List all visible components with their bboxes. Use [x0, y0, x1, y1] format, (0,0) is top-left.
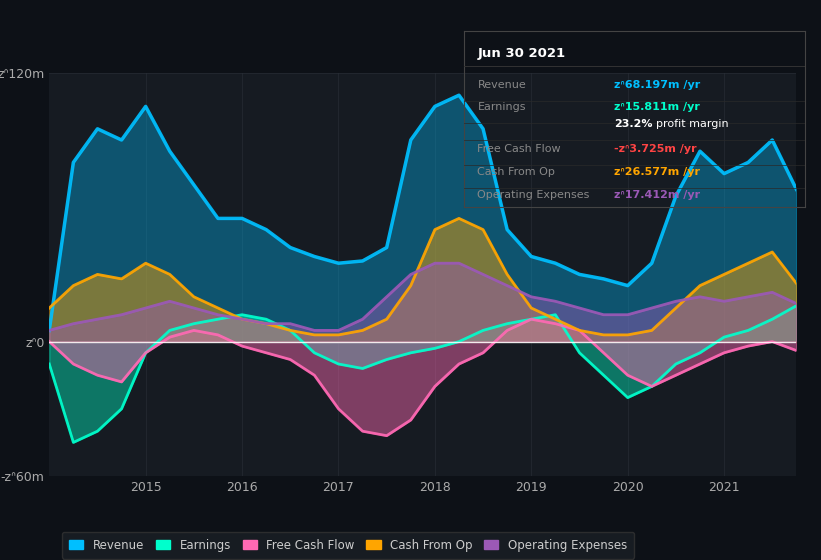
Text: zᐢ68.197m /yr: zᐢ68.197m /yr: [614, 81, 700, 91]
Text: zᐢ17.412m /yr: zᐢ17.412m /yr: [614, 190, 700, 200]
Text: profit margin: profit margin: [656, 119, 729, 129]
Legend: Revenue, Earnings, Free Cash Flow, Cash From Op, Operating Expenses: Revenue, Earnings, Free Cash Flow, Cash …: [62, 531, 635, 559]
Text: -zᐢ3.725m /yr: -zᐢ3.725m /yr: [614, 144, 696, 154]
Text: zᐢ26.577m /yr: zᐢ26.577m /yr: [614, 167, 699, 177]
Text: zᐢ15.811m /yr: zᐢ15.811m /yr: [614, 102, 699, 111]
Text: Revenue: Revenue: [478, 81, 526, 91]
Text: Cash From Op: Cash From Op: [478, 167, 555, 177]
Text: 23.2%: 23.2%: [614, 119, 652, 129]
Text: Earnings: Earnings: [478, 102, 526, 111]
Text: Jun 30 2021: Jun 30 2021: [478, 46, 566, 60]
Text: Free Cash Flow: Free Cash Flow: [478, 144, 561, 154]
Text: Operating Expenses: Operating Expenses: [478, 190, 589, 200]
